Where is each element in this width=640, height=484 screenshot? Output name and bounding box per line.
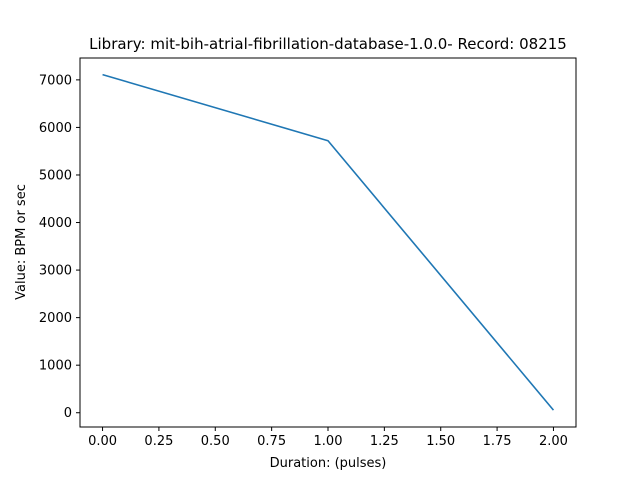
x-tick-label: 0.75 — [257, 434, 286, 449]
series-line — [102, 73, 555, 411]
y-tick-label: 2000 — [39, 311, 72, 326]
x-tick-label: 1.00 — [314, 434, 343, 449]
x-tick-label: 1.25 — [370, 434, 399, 449]
x-tick-label: 2.00 — [539, 434, 568, 449]
y-axis-label: Value: BPM or sec — [14, 184, 29, 300]
x-tick-label: 0.50 — [201, 434, 230, 449]
y-tick-label: 5000 — [39, 168, 72, 183]
x-tick-label: 1.75 — [483, 434, 512, 449]
y-tick-label: 6000 — [39, 121, 72, 136]
x-axis: 0.00 0.25 0.50 0.75 1.00 1.25 1.50 1.75 2.00 — [88, 427, 568, 449]
x-tick-label: 1.50 — [426, 434, 455, 449]
plot-area — [102, 73, 555, 411]
y-tick-label: 7000 — [39, 73, 72, 88]
y-axis: 0 1000 2000 3000 4000 5000 6000 7000 — [39, 73, 80, 421]
y-tick-label: 0 — [64, 406, 72, 421]
chart-title: Library: mit-bih-atrial-fibrillation-dat… — [89, 35, 567, 53]
x-axis-label: Duration: (pulses) — [270, 456, 387, 471]
x-tick-label: 0.00 — [88, 434, 117, 449]
y-tick-label: 1000 — [39, 359, 72, 374]
y-tick-label: 4000 — [39, 216, 72, 231]
x-tick-label: 0.25 — [144, 434, 173, 449]
plot-frame — [79, 57, 577, 428]
y-tick-label: 3000 — [39, 264, 72, 279]
